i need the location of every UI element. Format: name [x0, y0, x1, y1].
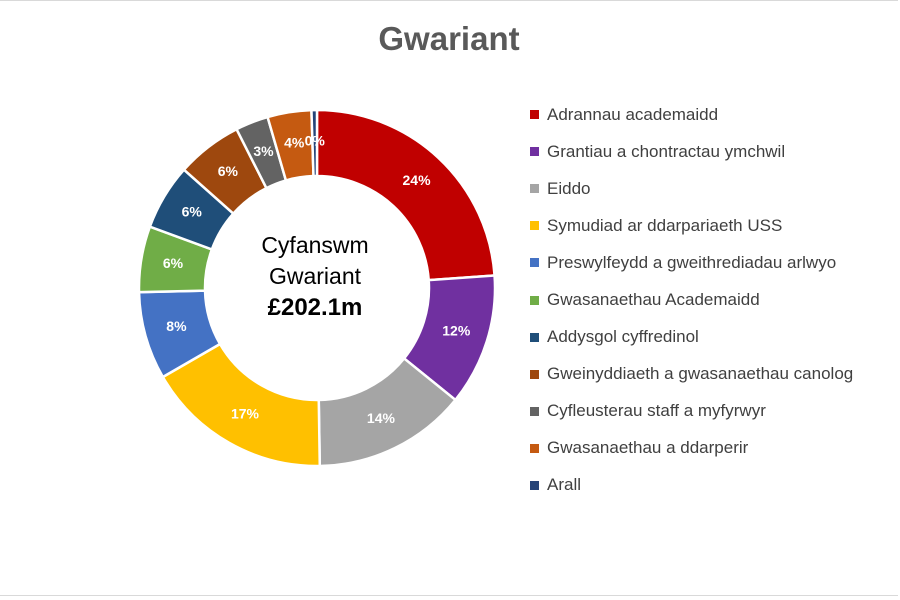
legend-item-4: Preswylfeydd a gweithrediadau arlwyo [530, 244, 900, 281]
slice-data-label-8: 3% [253, 143, 274, 159]
legend-swatch-5 [530, 295, 539, 305]
legend-item-2: Eiddo [530, 170, 900, 207]
legend-label-1: Grantiau a chontractau ymchwil [547, 141, 786, 161]
legend-item-8: Cyfleusterau staff a myfyrwyr [530, 393, 900, 430]
slice-data-label-1: 12% [442, 323, 471, 339]
legend-item-7: Gweinyddiaeth a gwasanaethau canolog [530, 356, 900, 393]
legend-item-9: Gwasanaethau a ddarperir [530, 430, 900, 467]
legend-label-7: Gweinyddiaeth a gwasanaethau canolog [547, 364, 854, 384]
slice-data-label-0: 24% [403, 172, 432, 188]
center-line-2: Gwariant [268, 263, 362, 289]
center-total: £202.1m [267, 294, 363, 321]
legend-label-0: Adrannau academaidd [547, 104, 719, 124]
legend-swatch-6 [530, 332, 539, 342]
donut-center-label: Cyfanswm Gwariant £202.1m [210, 230, 420, 323]
legend-label-8: Cyfleusterau staff a myfyrwyr [547, 401, 766, 421]
legend-swatch-9 [530, 443, 539, 453]
legend-label-10: Arall [547, 475, 582, 495]
legend-swatch-7 [530, 369, 539, 379]
legend-swatch-8 [530, 406, 539, 416]
legend-item-10: Arall [530, 467, 900, 504]
legend-item-5: Gwasanaethau Academaidd [530, 281, 900, 318]
legend-label-5: Gwasanaethau Academaidd [547, 290, 760, 310]
slice-data-label-9: 4% [284, 134, 305, 150]
slice-data-label-2: 14% [367, 410, 396, 426]
legend-swatch-0 [530, 110, 539, 120]
legend-item-3: Symudiad ar ddarpariaeth USS [530, 207, 900, 244]
legend-label-4: Preswylfeydd a gweithrediadau arlwyo [547, 252, 837, 272]
donut-slice-10 [310, 108, 319, 178]
legend-label-9: Gwasanaethau a ddarperir [547, 438, 749, 458]
slice-data-label-10: 0% [305, 133, 326, 149]
chart-title: Gwariant [378, 20, 520, 57]
slice-data-label-6: 6% [182, 204, 203, 220]
legend-swatch-3 [530, 221, 539, 231]
legend-swatch-2 [530, 184, 539, 194]
legend-swatch-4 [530, 258, 539, 268]
legend-label-2: Eiddo [547, 178, 591, 198]
legend-label-3: Symudiad ar ddarpariaeth USS [547, 215, 783, 235]
legend-label-6: Addysgol cyffredinol [547, 327, 699, 347]
legend-item-0: Adrannau academaidd [530, 96, 900, 133]
legend-swatch-10 [530, 480, 539, 490]
legend-item-1: Grantiau a chontractau ymchwil [530, 133, 900, 170]
donut-slice-0 [315, 108, 496, 282]
legend-item-6: Addysgol cyffredinol [530, 319, 900, 356]
slice-data-label-3: 17% [231, 406, 260, 422]
chart-legend: Adrannau academaidd Grantiau a chontracta… [530, 96, 900, 504]
legend-swatch-1 [530, 147, 539, 157]
slice-data-label-7: 6% [218, 163, 239, 179]
center-line-1: Cyfanswm [261, 232, 369, 258]
slice-data-label-4: 8% [166, 318, 187, 334]
slice-data-label-5: 6% [163, 255, 184, 271]
